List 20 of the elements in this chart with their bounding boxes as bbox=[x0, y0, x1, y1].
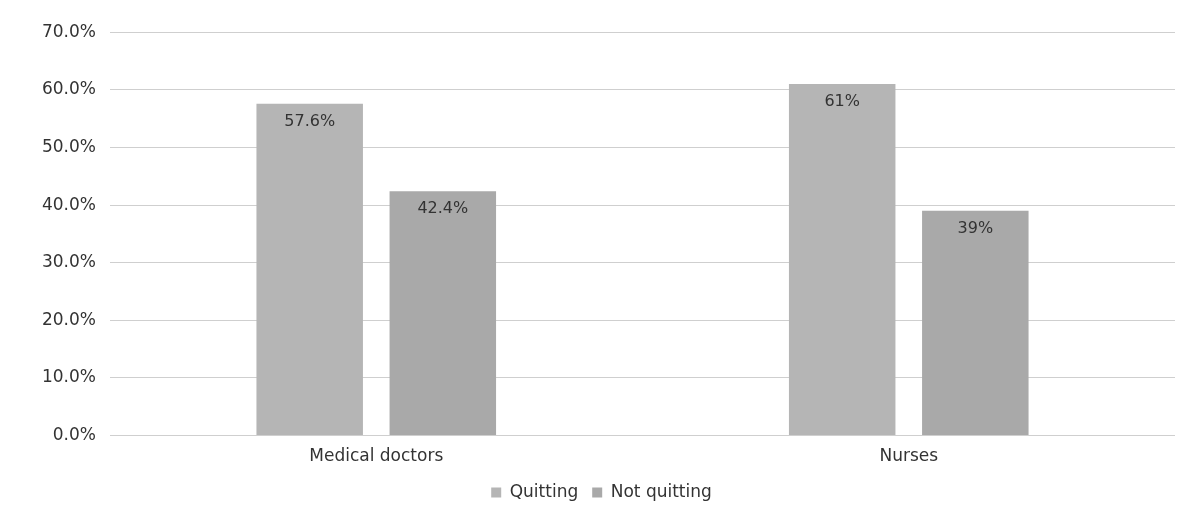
bar bbox=[788, 84, 896, 436]
data-label: 61% bbox=[824, 91, 860, 111]
data-label: 42.4% bbox=[417, 198, 469, 218]
bar bbox=[389, 191, 497, 436]
y-tick-label: 10.0% bbox=[41, 366, 96, 387]
y-tick-label: 20.0% bbox=[41, 308, 96, 329]
x-tick-label: Medical doctors bbox=[309, 445, 444, 466]
bar bbox=[256, 103, 363, 436]
legend-label: Quitting bbox=[509, 480, 579, 501]
data-label: 39% bbox=[957, 218, 994, 237]
y-tick-label: 60.0% bbox=[41, 78, 96, 99]
y-tick-label: 30.0% bbox=[41, 251, 96, 272]
bar bbox=[922, 210, 1029, 436]
y-tick-label: 50.0% bbox=[41, 135, 96, 156]
data-label: 57.6% bbox=[284, 110, 336, 130]
y-tick-label: 70.0% bbox=[41, 20, 96, 41]
y-tick-label: 0.0% bbox=[52, 424, 96, 445]
y-tick-label: 40.0% bbox=[41, 193, 96, 214]
legend-label: Not quitting bbox=[610, 480, 712, 501]
x-tick-label: Nurses bbox=[879, 445, 939, 466]
